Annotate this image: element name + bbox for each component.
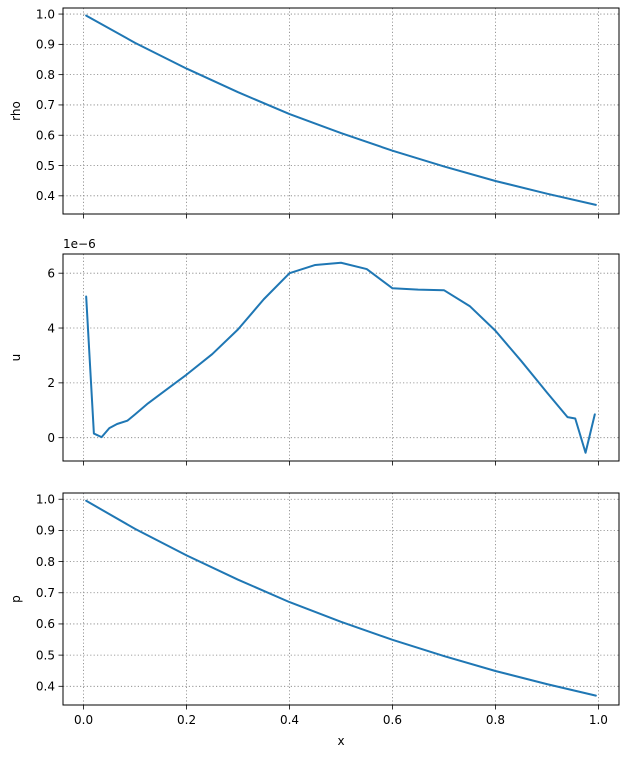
x-tick-label: 0.4 (280, 713, 299, 727)
y-tick-label: 0.4 (36, 189, 55, 203)
y-offset-label: 1e−6 (63, 237, 96, 251)
y-tick-label: 4 (47, 321, 55, 335)
subplot-u: 0 2 4 6 u 1e−6 (9, 237, 620, 466)
y-tick-label: 0.7 (36, 586, 55, 600)
series-line-rho (85, 14, 597, 206)
y-tick-label: 6 (47, 266, 55, 280)
y-axis-label: rho (9, 101, 23, 121)
y-tick-label: 0.9 (36, 524, 55, 538)
series-line-u (85, 261, 596, 454)
y-tick-label: 0.9 (36, 38, 55, 52)
x-tick-label: 0.6 (383, 713, 402, 727)
series-line-p (85, 499, 597, 697)
y-tick-label: 0.4 (36, 680, 55, 694)
subplot-p: 0.0 0.2 0.4 0.6 0.8 1.0 0.4 0.5 0.6 0.7 0.8 0.9 1.0 p… (9, 492, 620, 748)
y-tick-label: 0.8 (36, 68, 55, 82)
y-axis-label: u (9, 354, 23, 362)
y-tick-label: 0.5 (36, 159, 55, 173)
x-tick-label: 0.8 (486, 713, 505, 727)
y-tick-label: 0.6 (36, 129, 55, 143)
y-tick-label: 0.7 (36, 98, 55, 112)
y-tick-label: 0.8 (36, 555, 55, 569)
axes-frame (62, 253, 620, 462)
y-tick-label: 2 (47, 376, 55, 390)
subplot-rho: 0.4 0.5 0.6 0.7 0.8 0.9 1.0 rho (9, 7, 620, 219)
y-axis-label: p (9, 595, 23, 603)
y-tick-label: 0.5 (36, 648, 55, 662)
axes-frame (62, 7, 620, 215)
y-tick-label: 0 (47, 431, 55, 445)
x-tick-label: 1.0 (589, 713, 608, 727)
axes-frame (62, 492, 620, 706)
x-tick-label: 0.2 (177, 713, 196, 727)
x-tick-label: 0.0 (74, 713, 93, 727)
x-axis-label: x (337, 734, 344, 748)
y-tick-label: 1.0 (36, 7, 55, 21)
y-tick-label: 1.0 (36, 493, 55, 507)
y-tick-label: 0.6 (36, 617, 55, 631)
